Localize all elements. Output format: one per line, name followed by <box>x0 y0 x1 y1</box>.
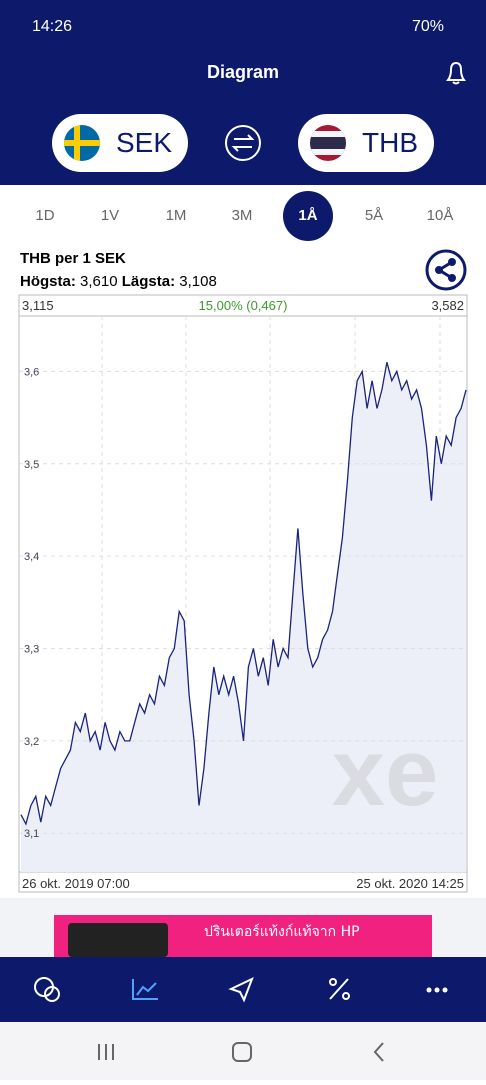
period-tab[interactable]: 1V <box>100 207 120 224</box>
share-icon[interactable] <box>424 248 468 292</box>
ad-text: ปรินเตอร์แท้งก์แท้จาก HP <box>204 924 360 940</box>
low-label: Lägsta: <box>121 273 176 290</box>
bottom-nav <box>0 957 486 1022</box>
x-start: 26 okt. 2019 07:00 <box>22 876 130 891</box>
system-nav <box>0 1022 486 1080</box>
period-tab[interactable]: 10Å <box>426 207 454 224</box>
y-tick-label: 3,5 <box>24 459 39 471</box>
x-end: 25 okt. 2020 14:25 <box>356 876 464 891</box>
pair: THB per 1 SEK <box>20 250 126 267</box>
period-tab[interactable]: 1Å <box>283 191 333 241</box>
watermark: xe <box>332 719 439 826</box>
flag-th <box>310 125 346 161</box>
start-value: 3,115 <box>22 298 54 313</box>
bell-icon[interactable] <box>444 60 468 86</box>
to-code: THB <box>362 127 418 158</box>
period-tab[interactable]: 5Å <box>364 207 384 224</box>
high-label: Högsta: <box>20 273 76 290</box>
y-tick-label: 3,1 <box>24 828 39 840</box>
price-line <box>20 362 467 826</box>
period-tab[interactable]: 3M <box>231 207 253 224</box>
from-currency[interactable]: SEK <box>52 114 188 172</box>
period-tab[interactable]: 1M <box>165 207 187 224</box>
period-tab[interactable]: 1D <box>35 207 55 224</box>
title: Diagram <box>206 62 280 82</box>
change: 15,00% (0,467) <box>199 298 288 313</box>
y-tick-label: 3,3 <box>24 643 39 655</box>
ad-banner[interactable]: ปรินเตอร์แท้งก์แท้จาก HP <box>54 915 432 957</box>
flag-se <box>64 125 100 161</box>
ad-printer <box>68 923 168 957</box>
chart: 3,115 15,00% (0,467) 3,582 26 okt. 2019 … <box>18 294 468 893</box>
high-low: Högsta: 3,610 Lägsta: 3,108 <box>20 273 217 290</box>
to-currency[interactable]: THB <box>298 114 434 172</box>
low: 3,108 <box>179 273 217 290</box>
end-value: 3,582 <box>431 298 464 313</box>
y-tick-label: 3,6 <box>24 366 39 378</box>
y-tick-label: 3,2 <box>24 736 39 748</box>
high: 3,610 <box>80 273 118 290</box>
system-icons <box>98 1042 384 1062</box>
swap-icon[interactable] <box>224 124 262 162</box>
y-tick-label: 3,4 <box>24 551 39 563</box>
from-code: SEK <box>116 127 173 158</box>
battery: 70% <box>412 18 445 35</box>
nav-icons <box>34 977 448 1003</box>
clock: 14:26 <box>32 18 73 35</box>
area <box>21 362 466 872</box>
